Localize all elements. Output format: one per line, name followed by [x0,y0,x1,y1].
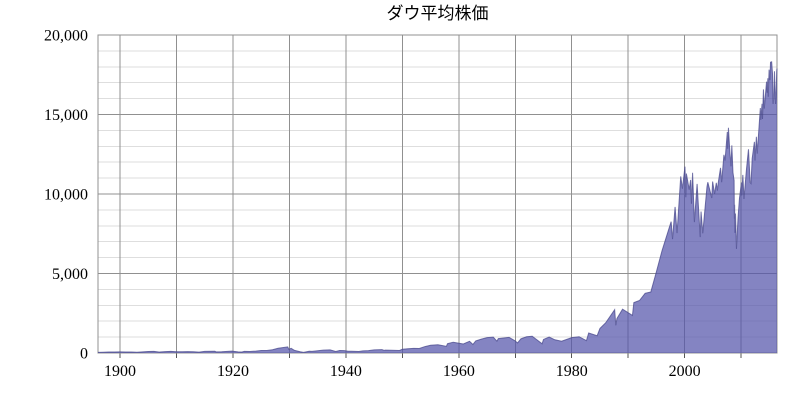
x-tick-label: 1980 [556,363,588,380]
y-tick-label: 5,000 [52,266,88,283]
y-tick-label: 10,000 [44,187,88,204]
x-tick-label: 1900 [104,363,136,380]
x-tick-label: 1920 [217,363,249,380]
x-tick-label: 1960 [443,363,475,380]
djia-area-outline [97,61,778,353]
x-tick-label: 1940 [330,363,362,380]
chart-title: ダウ平均株価 [386,4,489,24]
y-tick-label: 0 [80,346,88,363]
y-tick-label: 20,000 [44,28,88,45]
y-tick-label: 15,000 [44,107,88,124]
djia-area-fill [98,61,777,354]
x-tick-label: 2000 [669,363,701,380]
